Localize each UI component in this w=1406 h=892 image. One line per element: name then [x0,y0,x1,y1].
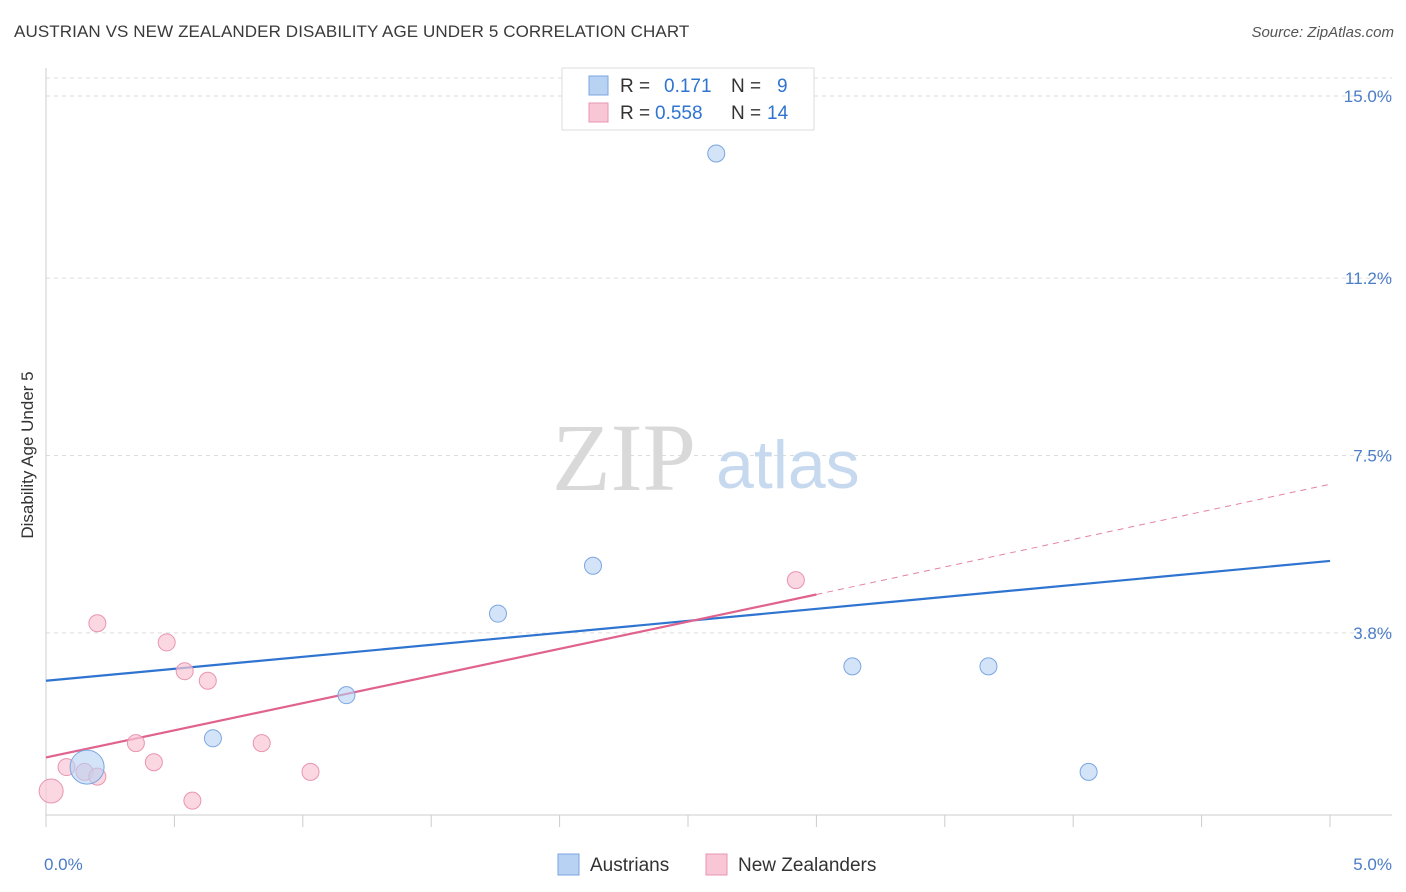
x-tick-label: 0.0% [44,855,83,874]
legend-n-value: 14 [767,103,789,124]
source-label: Source: ZipAtlas.com [1251,24,1394,41]
y-tick-label: 7.5% [1353,446,1392,465]
y-tick-label: 11.2% [1345,269,1392,288]
legend-n-label: N = [731,76,761,97]
point-new-zealanders [157,633,176,652]
trend-line-new-zealanders [45,593,817,759]
legend-n-label: N = [731,103,761,124]
legend-r-label: R = [620,103,650,124]
y-tick-label: 3.8% [1353,624,1392,643]
axes [45,68,1392,827]
legend-swatch-new-zealanders [705,853,728,876]
legend-r-value: 0.171 [664,76,712,97]
y-axis-title: Disability Age Under 5 [18,371,37,538]
point-new-zealanders [301,762,320,781]
legend-label-austrians: Austrians [590,855,669,876]
data-points [38,144,1098,810]
x-tick-labels: 0.0% 5.0% [44,855,1392,874]
point-new-zealanders [144,753,163,772]
legend-label-new-zealanders: New Zealanders [738,855,876,876]
legend-top: R = 0.171 N = 9 R = 0.558 N = 14 [561,67,815,131]
point-new-zealanders [126,734,145,753]
point-austrians [707,144,726,163]
point-new-zealanders [88,614,107,633]
point-new-zealanders [175,662,194,681]
y-tick-labels: 3.8% 7.5% 11.2% 15.0% [1344,87,1392,643]
point-austrians [979,657,998,676]
x-tick-label: 5.0% [1353,855,1392,874]
point-austrians [583,556,602,575]
legend-swatch-new-zealanders [588,102,609,123]
trend-lines [45,483,1331,759]
point-new-zealanders [183,791,202,810]
chart-title: AUSTRIAN VS NEW ZEALANDER DISABILITY AGE… [14,22,690,41]
legend-r-value: 0.558 [655,103,703,124]
point-austrians [203,729,222,748]
legend-swatch-austrians [557,853,580,876]
point-new-zealanders [38,778,64,804]
legend-swatch-austrians [588,75,609,96]
point-new-zealanders [252,734,271,753]
legend-r-label: R = [620,76,650,97]
watermark-zip: ZIP [552,404,696,511]
point-austrians [337,686,356,705]
point-austrians [843,657,862,676]
legend-bottom: Austrians New Zealanders [557,853,876,876]
trend-extension-new-zealanders [816,483,1331,595]
point-austrians [1079,762,1098,781]
point-austrians [488,604,507,623]
y-tick-label: 15.0% [1344,87,1392,106]
legend-n-value: 9 [777,76,788,97]
watermark-atlas: atlas [716,427,860,503]
point-austrians [69,749,105,785]
point-new-zealanders [198,671,217,690]
watermark: ZIP atlas [552,404,860,511]
point-new-zealanders [786,571,805,590]
